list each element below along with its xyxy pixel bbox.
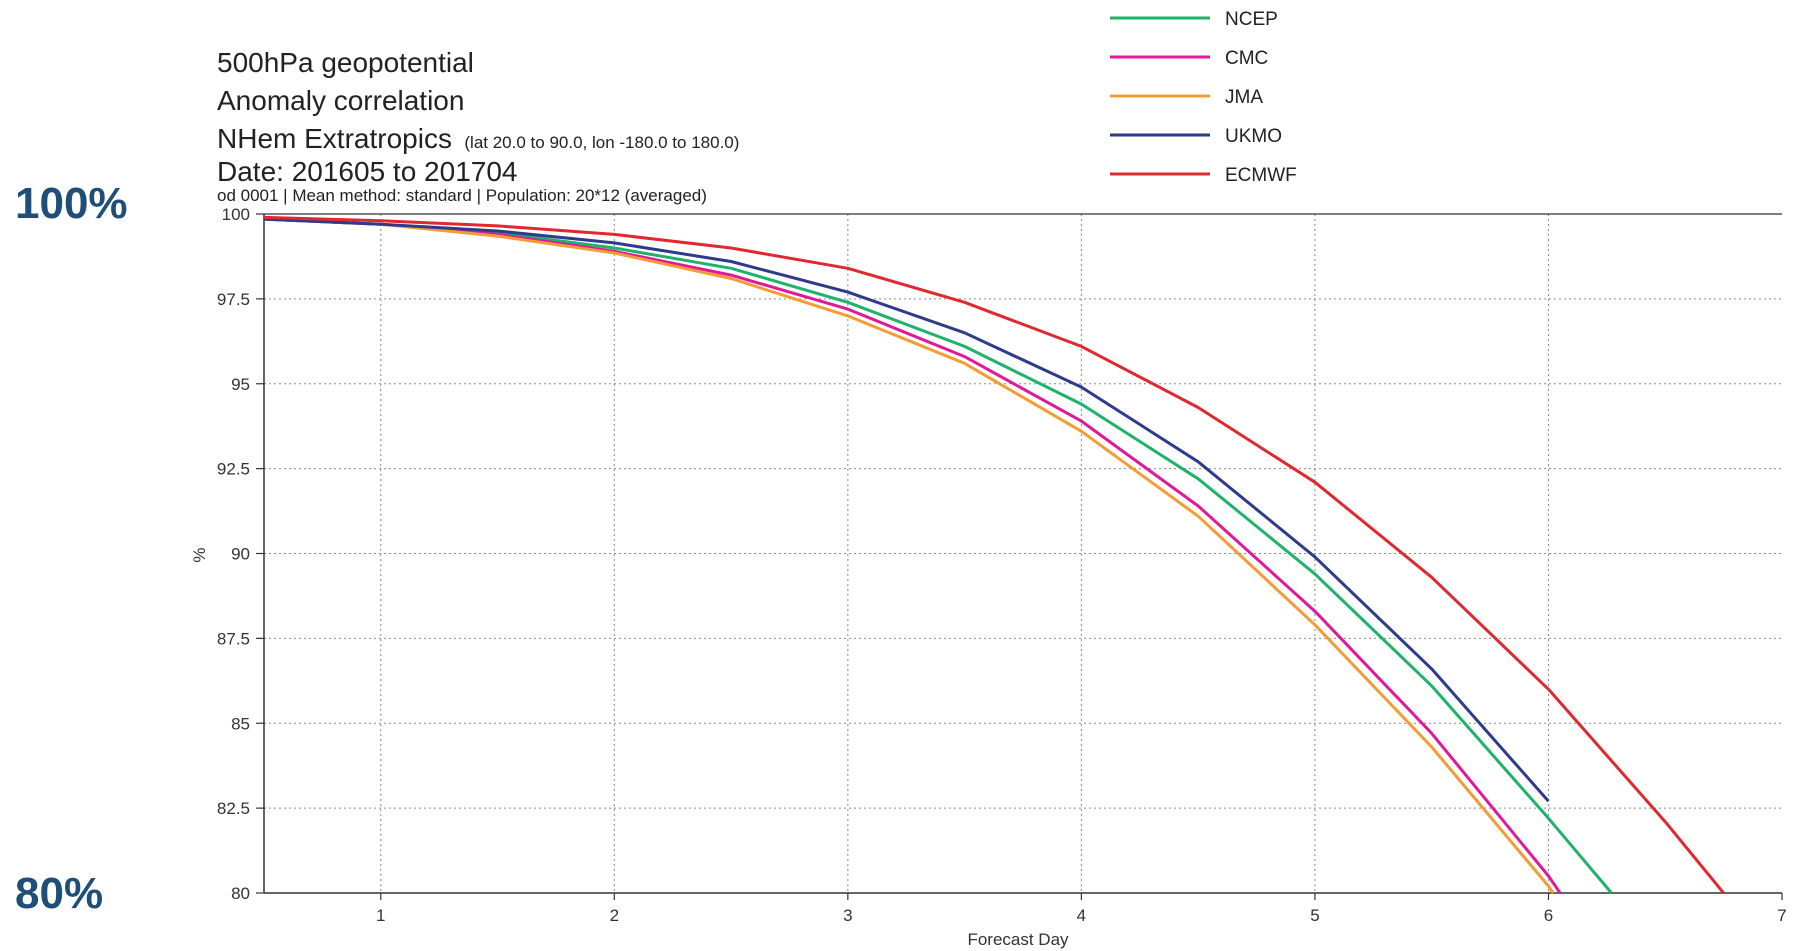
legend: NCEP CMC JMA UKMO ECMWF [1110, 9, 1297, 186]
y-tick-label: 100 [222, 205, 250, 224]
y-tick-label: 87.5 [217, 629, 250, 648]
legend-label-ukmo: UKMO [1225, 126, 1282, 147]
y-tick-label: 95 [231, 375, 250, 394]
series-line-ecmwf [264, 215, 1725, 894]
region-name: NHem Extratropics [217, 123, 452, 154]
y-tick-label: 97.5 [217, 290, 250, 309]
chart-date-line: Date: 201605 to 201704 [217, 156, 517, 187]
y-tick-label: 85 [231, 714, 250, 733]
x-tick-label: 5 [1310, 906, 1319, 925]
x-tick-label: 7 [1777, 906, 1786, 925]
y-tick-label: 92.5 [217, 460, 250, 479]
y-tick-label: 82.5 [217, 799, 250, 818]
y-tick-label: 90 [231, 545, 250, 564]
legend-label-ncep: NCEP [1225, 9, 1278, 30]
chart-info-line: od 0001 | Mean method: standard | Popula… [217, 186, 707, 205]
series-lines [264, 215, 1725, 894]
legend-label-jma: JMA [1225, 87, 1263, 108]
x-tick-label: 4 [1077, 906, 1086, 925]
x-axis-title: Forecast Day [967, 930, 1069, 949]
y-tick-label: 80 [231, 884, 250, 903]
side-label-bottom: 80% [15, 869, 103, 918]
legend-label-ecmwf: ECMWF [1225, 165, 1297, 186]
chart-region-line: NHem Extratropics (lat 20.0 to 90.0, lon… [217, 123, 739, 154]
grid-lines [264, 214, 1782, 893]
x-tick-label: 6 [1544, 906, 1553, 925]
y-axis-title: % [190, 547, 209, 562]
x-tick-label: 1 [376, 906, 385, 925]
legend-label-cmc: CMC [1225, 48, 1268, 69]
series-line-cmc [264, 217, 1562, 894]
x-tick-label: 2 [610, 906, 619, 925]
series-line-ukmo [264, 217, 1550, 803]
axes: 80 82.5 85 87.5 90 92.5 95 97.5 100 1 2 3 4 5 6 7 [217, 205, 1787, 925]
series-line-jma [264, 217, 1555, 894]
x-tick-label: 3 [843, 906, 852, 925]
chart-title-line-1: 500hPa geopotential [217, 47, 474, 78]
region-detail: (lat 20.0 to 90.0, lon -180.0 to 180.0) [464, 133, 739, 152]
chart-title-line-2: Anomaly correlation [217, 85, 464, 116]
side-label-top: 100% [15, 179, 128, 228]
series-line-ncep [264, 217, 1613, 894]
